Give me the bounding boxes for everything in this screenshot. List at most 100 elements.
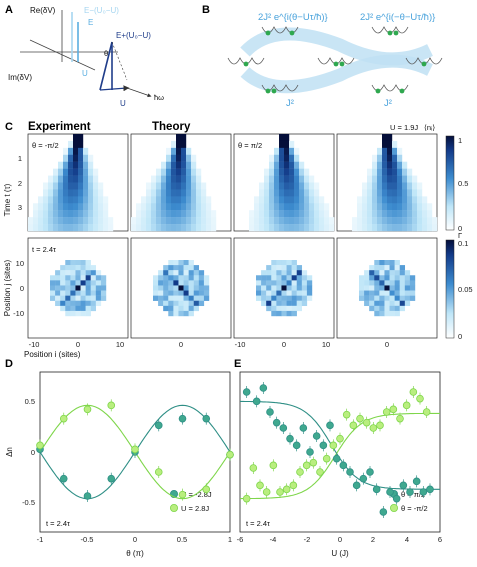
time-heat-cell (136, 210, 142, 218)
corr-heat-cell (286, 265, 292, 271)
time-heat-cell (382, 134, 388, 142)
time-heat-cell (43, 224, 49, 232)
e-t-label: t = 2.4τ (246, 519, 270, 528)
corr-heat-cell (404, 290, 411, 296)
time-heat-cell (171, 217, 177, 225)
corr-heat-cell (183, 285, 189, 291)
data-point (419, 488, 428, 496)
time-heat-cell (279, 134, 285, 142)
time-heat-cell (269, 189, 275, 197)
data-point (349, 421, 358, 430)
corr-heat-cell (55, 280, 61, 286)
time-heat-cell (392, 224, 398, 232)
time-heat-cell (156, 203, 162, 211)
time-heat-cell (299, 196, 305, 204)
time-heat-cell (289, 210, 295, 218)
corr-heat-cell (374, 290, 380, 296)
corr-heat-cell (100, 275, 107, 281)
data-point (346, 468, 354, 476)
corr-heat-cell (256, 295, 262, 301)
corr-heat-cell (75, 270, 81, 276)
time-heat-cell (161, 217, 167, 225)
d-ytick-0: 0 (31, 448, 35, 457)
time-heat-cell (68, 182, 74, 190)
time-heat-cell (156, 168, 162, 176)
time-heat-cell (254, 217, 260, 225)
corr-heat-cell (379, 305, 385, 312)
corr-heat-cell (95, 300, 102, 307)
cb1-tick-0: 0 (458, 224, 462, 233)
corr-heat-cell (296, 265, 303, 271)
e-xtick-0: 0 (338, 535, 342, 544)
time-heat-cell (299, 175, 305, 183)
corr-heat-cell (100, 295, 107, 301)
time-heat-cell (171, 182, 177, 190)
time-heat-cell (211, 224, 217, 232)
corr-heat-cell (301, 300, 308, 307)
atom (265, 30, 271, 36)
corr-heat-cell (153, 295, 159, 301)
time-heat-cell (259, 196, 265, 204)
time-heat-cell (48, 175, 54, 183)
corr-heat-cell (75, 280, 81, 286)
time-heat-cell (63, 196, 69, 204)
corr-heat-cell (276, 265, 282, 271)
corr-heat-cell (95, 275, 102, 281)
time-heat-cell (294, 182, 300, 190)
time-heat-cell (294, 175, 300, 183)
pos-i-tick-0-b: 0 (179, 340, 183, 349)
corr-heat-cell (158, 290, 164, 296)
time-heat-cell (377, 182, 383, 190)
corr-heat-cell (394, 285, 400, 291)
data-point (309, 458, 318, 467)
corr-heat-cell (399, 275, 406, 281)
corr-heat-cell (281, 275, 287, 281)
time-heat-cell (284, 161, 290, 169)
time-heat-cell (53, 168, 59, 176)
time-heat-cell (146, 224, 152, 232)
corr-heat-cell (178, 275, 184, 281)
time-heat-cell (38, 217, 44, 225)
time-heat-cell (73, 210, 79, 218)
time-heat-cell (412, 224, 418, 232)
time-heat-cell (176, 147, 182, 155)
time-heat-cell (68, 161, 74, 169)
time-heat-cell (68, 196, 74, 204)
data-point (59, 414, 68, 423)
e-xtick-m6: -6 (237, 535, 244, 544)
time-heat-cell (68, 175, 74, 183)
time-heat-cell (93, 203, 99, 211)
corr-heat-cell (65, 280, 71, 286)
time-heat-cell (284, 189, 290, 197)
time-tick-1: 1 (18, 154, 22, 163)
corr-heat-cell (80, 305, 86, 312)
time-heat-cell (397, 175, 403, 183)
corr-heat-cell (384, 270, 390, 276)
time-heat-cell (382, 182, 388, 190)
corr-heat-cell (384, 300, 390, 307)
corr-heat-cell (374, 300, 380, 307)
corr-heat-cell (296, 285, 303, 291)
time-heat-cell (324, 210, 330, 218)
data-point (319, 441, 328, 450)
corr-heat-cell (399, 280, 406, 286)
time-heat-cell (103, 203, 109, 211)
time-heat-cell (83, 147, 89, 155)
corr-heat-cell (374, 295, 380, 301)
panel-label-a: A (5, 4, 13, 16)
data-point (326, 421, 334, 430)
time-heat-cell (279, 182, 285, 190)
corr-heat-cell (286, 290, 292, 296)
corr-heat-cell (281, 285, 287, 291)
corr-heat-cell (65, 270, 71, 276)
corr-heat-cell (178, 280, 184, 286)
time-heat-cell (382, 154, 388, 162)
corr-heat-cell (404, 295, 411, 301)
corr-heat-cell (168, 275, 174, 281)
time-heat-cell (372, 189, 378, 197)
time-heat-cell (191, 168, 197, 176)
data-point (336, 434, 344, 443)
corr-heat-cell (158, 300, 164, 307)
time-heat-cell (201, 189, 207, 197)
time-heat-cell (382, 161, 388, 169)
